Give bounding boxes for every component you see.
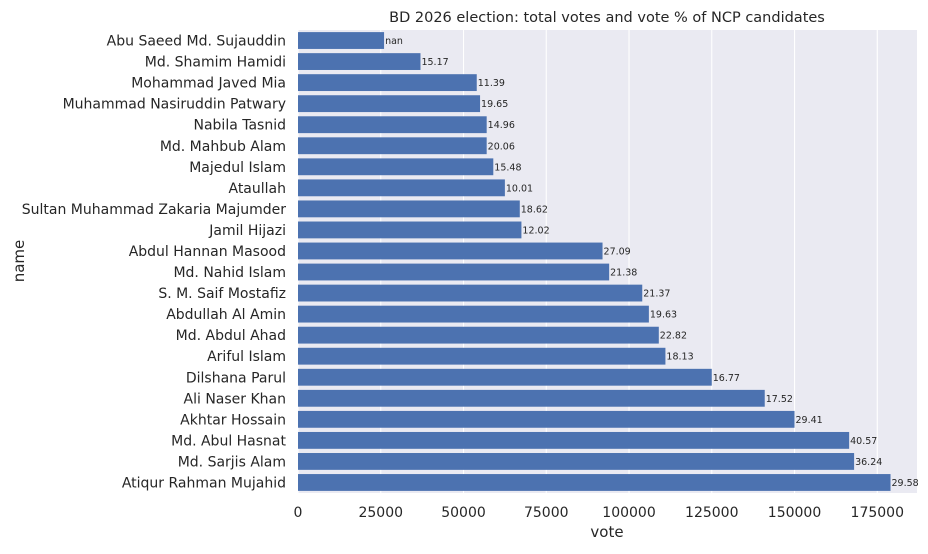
y-tick-label: Md. Nahid Islam [173, 265, 286, 281]
x-tick-label: 175000 [851, 505, 904, 521]
data-label: 40.57 [850, 436, 877, 447]
x-tick-label: 75000 [524, 505, 569, 521]
data-label: 15.48 [494, 162, 521, 173]
bar [298, 453, 855, 470]
bar [298, 410, 795, 428]
data-label: 18.13 [666, 352, 693, 363]
x-tick-label: 50000 [441, 505, 486, 521]
y-tick-label: Abu Saeed Md. Sujauddin [107, 34, 286, 50]
bar [298, 284, 643, 302]
y-axis-label: name [10, 240, 28, 283]
y-tick-label: Ariful Islam [207, 349, 286, 365]
bar [298, 263, 610, 281]
y-tick-label: Muhammad Nasiruddin Patwary [63, 97, 286, 113]
data-label: 14.96 [488, 120, 515, 131]
y-tick-label: Majedul Islam [189, 160, 286, 176]
bar [298, 74, 477, 92]
data-label: 12.02 [522, 225, 549, 236]
data-label: 18.62 [521, 204, 548, 215]
data-label: 10.01 [506, 183, 533, 194]
x-tick-label: 100000 [602, 505, 655, 521]
y-tick-label: Md. Sarjis Alam [178, 454, 286, 470]
bar [298, 326, 659, 344]
bar [298, 200, 520, 218]
data-label: 29.41 [796, 415, 823, 426]
bar [298, 95, 481, 113]
y-tick-label: Mohammad Javed Mia [131, 76, 286, 92]
x-tick-label: 150000 [768, 505, 821, 521]
x-axis-label: vote [590, 523, 623, 541]
data-label: 22.82 [660, 331, 687, 342]
data-label: 19.63 [650, 310, 677, 321]
y-tick-label: Ali Naser Khan [184, 391, 286, 407]
y-tick-label: Jamil Hijazi [208, 223, 286, 239]
x-tick-labels: 0 25000 50000 75000 100000 125000 150000 175000 [294, 505, 904, 521]
data-label: 21.37 [643, 289, 670, 300]
bar [298, 158, 494, 176]
y-tick-label: Md. Abdul Ahad [176, 328, 286, 344]
y-tick-label: Md. Abul Hasnat [171, 433, 286, 449]
y-tick-label: Md. Shamim Hamidi [145, 55, 286, 71]
data-label: 16.77 [713, 373, 740, 384]
data-label: 29.58 [892, 478, 919, 489]
bar [298, 137, 487, 155]
data-label: 36.24 [855, 457, 882, 468]
data-label: 15.17 [421, 57, 448, 68]
bars [298, 32, 891, 491]
y-tick-label: Ataullah [228, 181, 286, 197]
data-label: 19.65 [481, 99, 508, 110]
data-label: 21.38 [610, 268, 637, 279]
data-label: 11.39 [478, 78, 505, 89]
y-tick-labels: Abu Saeed Md. Sujauddin Md. Shamim Hamidi… [22, 34, 287, 492]
data-labels: nan 15.17 11.39 19.65 14.96 20.06 15.48 10.01 18… [385, 36, 919, 489]
y-tick-label: Md. Mahbub Alam [160, 139, 286, 155]
data-label: 27.09 [604, 246, 631, 257]
bar [298, 179, 505, 197]
bar [298, 368, 712, 386]
y-tick-label: Sultan Muhammad Zakaria Majumder [22, 202, 286, 218]
x-tick-label: 0 [294, 505, 303, 521]
bar [298, 305, 649, 323]
y-tick-label: Abdul Hannan Masood [129, 244, 286, 260]
y-tick-label: Dilshana Parul [186, 370, 286, 386]
bar [298, 242, 603, 260]
data-label: nan [385, 36, 403, 47]
bar [298, 347, 666, 365]
bar [298, 389, 765, 407]
y-tick-label: Abdullah Al Amin [166, 307, 286, 323]
x-tick-label: 125000 [685, 505, 738, 521]
y-tick-label: S. M. Saif Mostafiz [158, 286, 286, 302]
bar [298, 53, 421, 70]
y-tick-label: Atiqur Rahman Mujahid [122, 475, 286, 491]
bar [298, 32, 385, 49]
y-tick-label: Nabila Tasnid [193, 118, 286, 134]
chart-title: BD 2026 election: total votes and vote %… [389, 10, 825, 26]
bar [298, 116, 487, 134]
x-tick-label: 25000 [358, 505, 403, 521]
bar [298, 431, 850, 449]
data-label: 20.06 [488, 141, 515, 152]
bar [298, 474, 891, 491]
y-tick-label: Akhtar Hossain [180, 412, 286, 428]
data-label: 17.52 [766, 394, 793, 405]
bar [298, 221, 522, 239]
